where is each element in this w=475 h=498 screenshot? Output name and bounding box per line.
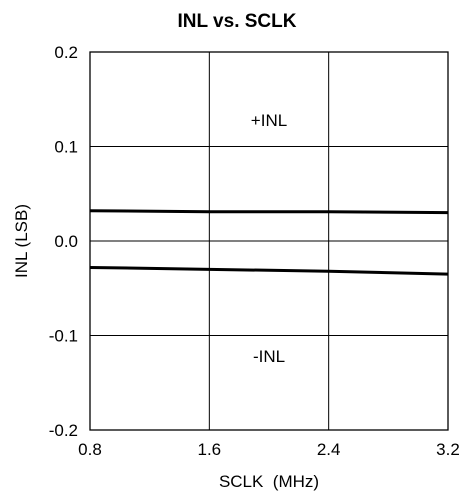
series-line-plus-inl <box>89 209 449 215</box>
y-tick-label: 0.2 <box>54 43 78 62</box>
y-tick-label: 0.0 <box>54 232 78 251</box>
y-tick-labels: 0.2 0.1 0.0 -0.1 -0.2 <box>49 43 78 440</box>
y-tick-label: 0.1 <box>54 138 78 157</box>
x-tick-label: 3.2 <box>436 440 460 459</box>
series-layer <box>89 209 449 276</box>
grid <box>90 52 448 430</box>
plot-frame <box>89 51 449 431</box>
y-tick-label: -0.2 <box>49 421 78 440</box>
x-tick-label: 0.8 <box>78 440 102 459</box>
annotation-plus-inl: +INL <box>251 111 287 130</box>
x-axis-label: SCLK (MHz) <box>219 472 319 491</box>
x-tick-label: 1.6 <box>198 440 222 459</box>
x-tick-label: 2.4 <box>317 440 341 459</box>
series-line-minus-inl <box>89 265 449 276</box>
chart-title: INL vs. SCLK <box>178 11 297 32</box>
annotation-minus-inl: -INL <box>253 347 285 366</box>
y-tick-label: -0.1 <box>49 327 78 346</box>
annotation-layer: +INL -INL <box>251 111 287 366</box>
x-tick-labels: 0.8 1.6 2.4 3.2 <box>78 440 460 459</box>
y-axis-label: INL (LSB) <box>12 204 31 278</box>
